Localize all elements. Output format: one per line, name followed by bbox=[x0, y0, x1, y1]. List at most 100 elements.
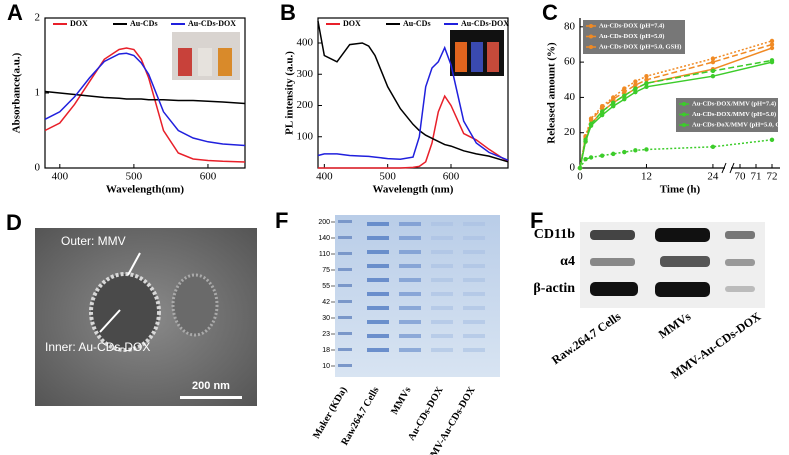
legend-swatch bbox=[682, 123, 686, 127]
row-label: β-actin bbox=[533, 281, 575, 296]
x-tick-label: 500 bbox=[379, 171, 396, 183]
data-point bbox=[644, 74, 649, 79]
x-tick-label: 600 bbox=[200, 171, 217, 183]
panel-label: C bbox=[542, 0, 558, 25]
data-point bbox=[599, 104, 605, 109]
data-point bbox=[769, 58, 775, 63]
series-line bbox=[579, 61, 773, 169]
data-point bbox=[577, 165, 583, 171]
data-point bbox=[644, 147, 649, 152]
data-point bbox=[583, 156, 588, 162]
series-line bbox=[579, 40, 773, 169]
data-point bbox=[599, 109, 605, 114]
gel-band bbox=[463, 320, 485, 324]
inset-photo bbox=[450, 30, 504, 76]
gel-band bbox=[431, 250, 453, 254]
data-point bbox=[611, 100, 616, 105]
data-point bbox=[769, 38, 775, 44]
data-point bbox=[588, 121, 594, 127]
y-tick-label: 200 bbox=[297, 99, 314, 111]
gel-band bbox=[463, 222, 485, 226]
gel-band bbox=[431, 236, 453, 240]
gel-band bbox=[463, 306, 485, 310]
gel-band bbox=[399, 222, 421, 226]
y-tick-label: 60 bbox=[564, 56, 576, 68]
gel-band bbox=[399, 264, 421, 268]
gel-band bbox=[338, 316, 352, 319]
data-point bbox=[710, 68, 716, 74]
marker-label: 140 bbox=[318, 235, 330, 242]
x-tick-label: 600 bbox=[443, 171, 460, 183]
y-tick-label: 80 bbox=[564, 20, 576, 32]
data-point bbox=[710, 74, 716, 79]
y-tick-label: 20 bbox=[564, 126, 576, 138]
gel-band bbox=[338, 332, 352, 335]
data-point bbox=[599, 112, 605, 118]
series-line bbox=[318, 94, 509, 169]
data-point bbox=[622, 86, 627, 91]
x-tick-label: 400 bbox=[52, 171, 69, 183]
gel-band bbox=[338, 348, 352, 351]
data-point bbox=[583, 137, 588, 142]
marker-label: 18 bbox=[322, 347, 330, 354]
legend-label: DOX bbox=[343, 19, 361, 28]
tem-outer: Outer: MMV bbox=[61, 234, 126, 248]
legend-swatch bbox=[682, 112, 686, 117]
inset-photo bbox=[172, 32, 240, 80]
panel-label: B bbox=[280, 0, 296, 25]
blot-image bbox=[580, 222, 765, 308]
legend-box bbox=[676, 98, 778, 132]
data-point bbox=[622, 96, 627, 102]
scale-bar: 200 nm bbox=[192, 380, 230, 392]
gel-band bbox=[399, 348, 421, 352]
data-point bbox=[633, 89, 638, 95]
y-tick-label: 100 bbox=[297, 130, 314, 142]
gel-band bbox=[463, 292, 485, 296]
gel-band bbox=[431, 278, 453, 282]
gel-band bbox=[367, 236, 389, 240]
data-point bbox=[633, 86, 638, 91]
data-point bbox=[622, 93, 627, 98]
gel-band bbox=[431, 334, 453, 338]
y-tick-label: 400 bbox=[297, 37, 314, 49]
lane-label: MMVs bbox=[656, 309, 694, 341]
marker-label: 200 bbox=[318, 219, 330, 226]
legend-label: Au-CDs-DOX (pH=5.0) bbox=[599, 33, 664, 40]
y-tick-label: 1 bbox=[35, 87, 41, 99]
legend-label: DOX bbox=[70, 19, 88, 28]
x-tick-label: 70 bbox=[735, 171, 747, 183]
gel-band bbox=[463, 334, 485, 338]
gel-band bbox=[431, 306, 453, 310]
gel-band bbox=[399, 292, 421, 296]
y-axis-label: PL intensity (a.u.) bbox=[284, 51, 296, 135]
gel-band bbox=[463, 278, 485, 282]
panel-label: F bbox=[275, 208, 288, 233]
gel-band bbox=[367, 222, 389, 226]
y-tick-label: 40 bbox=[564, 91, 576, 103]
gel-band bbox=[367, 348, 389, 352]
legend-box bbox=[583, 20, 685, 54]
legend-label: Au-CDs-DOX bbox=[188, 19, 236, 28]
series-line bbox=[44, 52, 246, 147]
row-label: CD11b bbox=[534, 227, 575, 242]
data-point bbox=[588, 116, 594, 121]
data-point bbox=[633, 148, 638, 153]
legend-label: Au-CDs bbox=[130, 19, 158, 28]
legend-label: Au-CDs-DOX (pH=7.4) bbox=[599, 22, 664, 29]
series-line bbox=[317, 20, 509, 163]
legend-swatch bbox=[589, 24, 593, 28]
marker-label: 55 bbox=[322, 283, 330, 290]
gel-band bbox=[367, 320, 389, 324]
data-point bbox=[644, 81, 649, 86]
x-axis-label: Time (h) bbox=[660, 184, 701, 196]
series-line bbox=[579, 139, 773, 169]
gel-band bbox=[367, 306, 389, 310]
gel-band bbox=[338, 300, 352, 303]
legend-label: Au-CDs bbox=[403, 19, 431, 28]
gel-band bbox=[463, 250, 485, 254]
data-point bbox=[769, 42, 775, 47]
series-line bbox=[317, 45, 509, 161]
row-label: α4 bbox=[560, 254, 575, 269]
